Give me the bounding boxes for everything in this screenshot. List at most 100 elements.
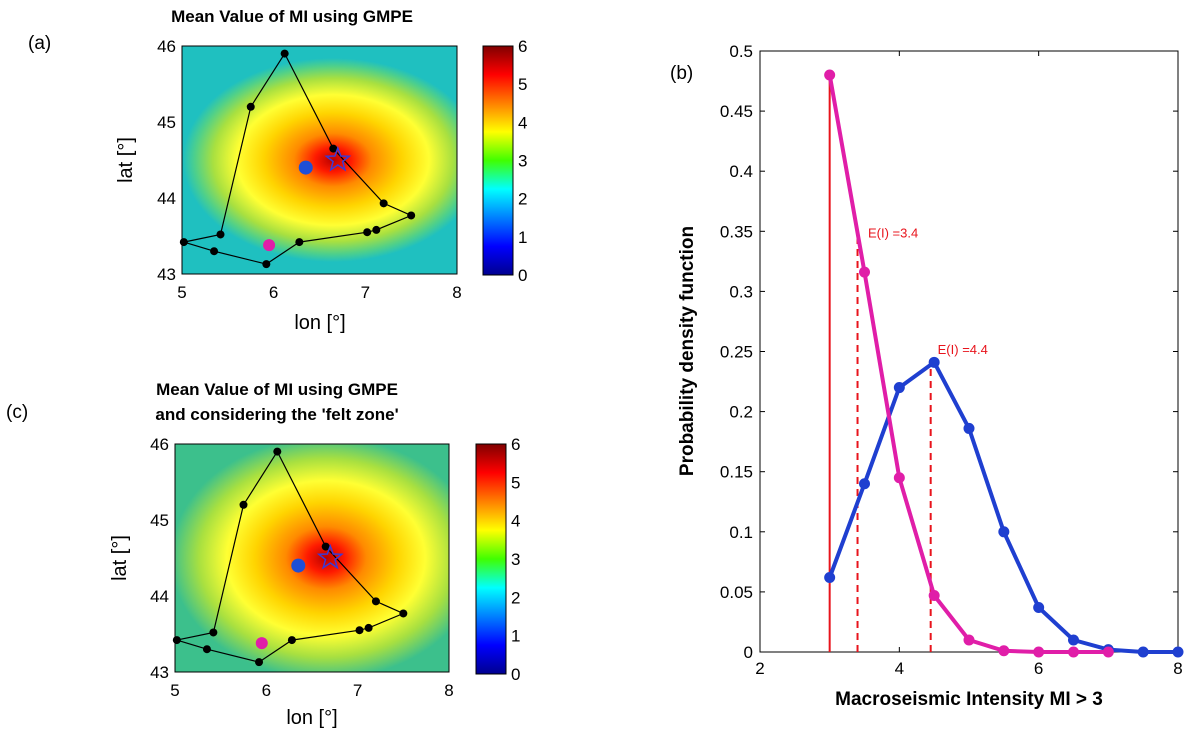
map-c-ytick: 46 xyxy=(150,435,169,454)
map-c-xtick: 8 xyxy=(444,681,453,700)
map-c-title-line2: and considering the 'felt zone' xyxy=(155,405,398,424)
series-point xyxy=(893,382,905,394)
epicenter-star-icon-a xyxy=(324,145,352,172)
colorbar-a xyxy=(482,45,514,276)
felt-zone-vertices-c xyxy=(172,447,408,667)
series-point xyxy=(824,69,836,81)
map-a-ytick: 46 xyxy=(157,37,176,56)
map-c-xlabel: lon [°] xyxy=(286,707,337,729)
series-point xyxy=(928,356,940,368)
felt-zone-vertex xyxy=(355,626,364,635)
chart-b-xtick-label: 2 xyxy=(755,659,764,678)
felt-zone-vertex xyxy=(239,500,248,509)
colorbar-a-tick: 3 xyxy=(518,152,527,171)
map-a-xticks: 5 6 7 8 xyxy=(177,283,461,302)
series-point xyxy=(893,472,905,484)
colorbar-c-tick: 1 xyxy=(511,627,520,646)
felt-zone-vertex xyxy=(209,628,218,637)
colorbar-c-tick: 3 xyxy=(511,550,520,569)
map-c-yticks: 43 44 45 46 xyxy=(150,435,169,682)
colorbar-a-tick: 1 xyxy=(518,228,527,247)
colorbar-c-ticks: 0 1 2 3 4 5 6 xyxy=(511,435,520,684)
panel-label-b: (b) xyxy=(670,63,693,84)
map-a-ytick: 44 xyxy=(157,189,176,208)
map-panel-a: (a) Mean Value of MI using GMPE 5 6 7 8 … xyxy=(28,7,527,334)
felt-zone-vertex xyxy=(321,542,330,551)
map-a-ytick: 45 xyxy=(157,113,176,132)
felt-zone-vertex xyxy=(399,609,408,618)
map-c-ylabel: lat [°] xyxy=(109,535,131,581)
chart-b-ytick-label: 0.05 xyxy=(720,583,753,602)
map-a-ylabel: lat [°] xyxy=(115,137,137,183)
felt-zone-vertex xyxy=(372,225,381,234)
felt-zone-vertex xyxy=(371,597,380,606)
series-point xyxy=(1033,646,1045,658)
chart-b-ytick-label: 0.5 xyxy=(729,42,753,61)
colorbar-a-tick: 6 xyxy=(518,37,527,56)
map-c-title-line1: Mean Value of MI using GMPE xyxy=(156,380,398,399)
series-point xyxy=(1172,646,1184,658)
felt-zone-vertex xyxy=(407,211,416,220)
map-c-heatmap xyxy=(175,444,449,672)
chart-b-ytick-label: 0.25 xyxy=(720,343,753,362)
felt-zone-vertex xyxy=(273,447,282,456)
annotation-mean-3-4: E(I) =3.4 xyxy=(868,225,918,240)
epicenter-star-icon-c xyxy=(316,543,344,570)
colorbar-a-tick: 2 xyxy=(518,190,527,209)
colorbar-c-tick: 4 xyxy=(511,512,520,531)
felt-zone-vertex xyxy=(295,238,304,247)
chart-b-ytick-label: 0.3 xyxy=(729,282,753,301)
annotation-mean-4-4: E(I) =4.4 xyxy=(938,342,988,357)
map-c-ytick: 44 xyxy=(150,587,169,606)
magenta-point-a xyxy=(263,239,276,252)
map-c-ytick: 43 xyxy=(150,663,169,682)
series-point xyxy=(859,266,870,278)
series-point xyxy=(859,478,870,490)
chart-b-ytick-label: 0.15 xyxy=(720,463,753,482)
series-point xyxy=(1068,646,1079,658)
felt-zone-vertex xyxy=(262,260,271,269)
colorbar-a-tick: 0 xyxy=(518,266,527,285)
map-a-yticks: 43 44 45 46 xyxy=(157,37,176,284)
pdf-chart-panel-b: (b) 0 0.05 0.1 0.15 0.2 0.25 0.3 0.35 0.… xyxy=(670,42,1184,710)
chart-b-xtick-label: 8 xyxy=(1173,659,1182,678)
colorbar-c-tick: 6 xyxy=(511,435,520,454)
felt-zone-vertex xyxy=(364,623,373,632)
series-point xyxy=(998,526,1010,538)
felt-zone-vertices-a xyxy=(179,49,416,269)
series-point xyxy=(928,590,940,602)
panel-label-c: (c) xyxy=(6,402,28,423)
magenta-point-c xyxy=(255,637,268,650)
map-c-xticks: 5 6 7 8 xyxy=(170,681,453,700)
map-c-xtick: 7 xyxy=(353,681,362,700)
map-a-xlabel: lon [°] xyxy=(294,312,345,334)
chart-b-ylabel: Probability density function xyxy=(677,226,698,476)
chart-b-ytick-label: 0.35 xyxy=(720,222,753,241)
felt-zone-vertex xyxy=(172,636,181,645)
blue-point-a xyxy=(298,160,313,175)
felt-zone-vertex xyxy=(216,230,225,239)
chart-b-mean-lines xyxy=(828,75,932,652)
felt-zone-vertex xyxy=(379,199,388,208)
chart-b-xlabel: Macroseismic Intensity MI > 3 xyxy=(835,689,1103,710)
chart-b-ytick-label: 0.2 xyxy=(729,403,753,422)
colorbar-c-tick: 2 xyxy=(511,588,520,607)
colorbar-a-ticks: 0 1 2 3 4 5 6 xyxy=(518,37,527,285)
felt-zone-vertex xyxy=(329,144,338,153)
map-a-xtick: 7 xyxy=(361,283,370,302)
felt-zone-vertex xyxy=(255,658,264,667)
series-point xyxy=(1068,634,1079,646)
map-a-title: Mean Value of MI using GMPE xyxy=(171,7,413,26)
chart-b-ytick-label: 0.45 xyxy=(720,102,753,121)
map-a-heatmap xyxy=(182,46,457,274)
panel-label-a: (a) xyxy=(28,33,51,54)
series-point xyxy=(998,645,1010,657)
map-c-ytick: 45 xyxy=(150,511,169,530)
chart-b-ytick-label: 0.1 xyxy=(729,523,753,542)
map-a-axes-box xyxy=(181,45,458,275)
felt-zone-vertex xyxy=(246,102,255,111)
colorbar-a-tick: 5 xyxy=(518,75,527,94)
map-a-xtick: 8 xyxy=(452,283,461,302)
chart-b-ytick-label: 0.4 xyxy=(729,162,753,181)
